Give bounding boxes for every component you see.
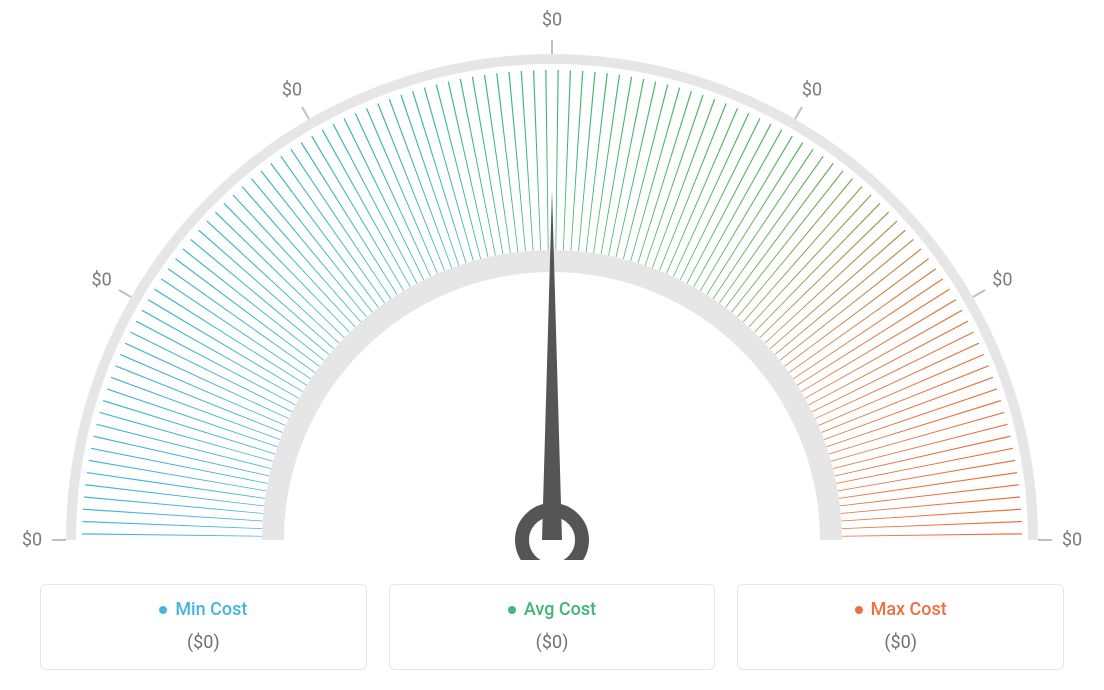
gauge-tick-label: $0 [542,10,562,31]
legend-value-avg: ($0) [400,632,705,653]
legend-title-avg: Avg Cost [508,599,596,620]
gauge-tick-label: $0 [1062,530,1082,551]
legend-row: Min Cost ($0) Avg Cost ($0) Max Cost ($0… [40,584,1064,671]
legend-card-max: Max Cost ($0) [737,584,1064,671]
legend-value-min: ($0) [51,632,356,653]
gauge-tick-label: $0 [92,270,112,291]
legend-title-min: Min Cost [159,599,247,620]
legend-card-avg: Avg Cost ($0) [389,584,716,671]
legend-label-min: Min Cost [175,599,247,620]
gauge-container: $0$0$0$0$0$0$0 [42,0,1062,560]
legend-label-avg: Avg Cost [524,599,596,620]
gauge-tick-label: $0 [282,79,302,100]
legend-dot-max [855,606,863,614]
legend-card-min: Min Cost ($0) [40,584,367,671]
legend-dot-min [159,606,167,614]
gauge-tick-label: $0 [22,530,42,551]
gauge-tick-label: $0 [802,79,822,100]
legend-title-max: Max Cost [855,599,947,620]
gauge-tick-label: $0 [992,270,1012,291]
gauge-svg [42,0,1062,560]
legend-dot-avg [508,606,516,614]
legend-value-max: ($0) [748,632,1053,653]
legend-label-max: Max Cost [871,599,947,620]
